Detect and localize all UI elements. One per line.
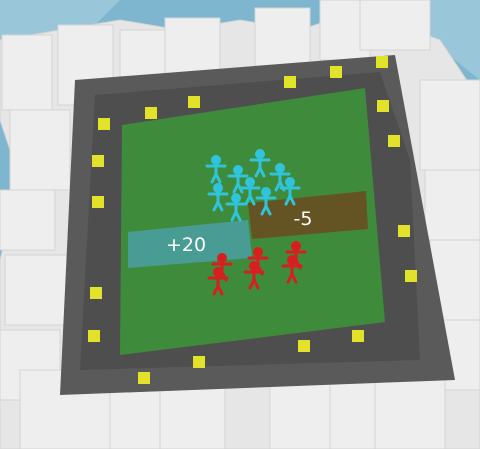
yellow-marker bbox=[188, 96, 200, 108]
stickman-icon bbox=[279, 177, 301, 206]
stickman-icon bbox=[281, 255, 303, 284]
yellow-marker bbox=[193, 356, 205, 368]
yellow-marker bbox=[138, 372, 150, 384]
building bbox=[0, 189, 56, 251]
gate-negative[interactable]: -5 bbox=[248, 191, 368, 239]
stickman-icon bbox=[207, 183, 229, 212]
stickman-icon bbox=[285, 241, 307, 270]
stickman-icon bbox=[225, 193, 247, 222]
yellow-marker bbox=[92, 155, 104, 167]
yellow-marker bbox=[352, 330, 364, 342]
building bbox=[4, 254, 71, 326]
building bbox=[9, 109, 71, 191]
building bbox=[329, 374, 381, 449]
stickman-icon bbox=[255, 187, 277, 216]
yellow-marker bbox=[145, 107, 157, 119]
enemy-crowd bbox=[207, 241, 307, 296]
yellow-marker bbox=[88, 330, 100, 342]
building bbox=[424, 169, 480, 241]
yellow-marker bbox=[405, 270, 417, 282]
player-crowd bbox=[205, 149, 301, 222]
yellow-marker bbox=[284, 76, 296, 88]
stickman-icon bbox=[249, 149, 271, 178]
building bbox=[1, 34, 53, 111]
yellow-marker bbox=[398, 225, 410, 237]
yellow-marker bbox=[376, 56, 388, 68]
yellow-marker bbox=[92, 196, 104, 208]
yellow-marker bbox=[90, 287, 102, 299]
gate-positive-label: +20 bbox=[166, 234, 206, 256]
yellow-marker bbox=[388, 135, 400, 147]
building bbox=[419, 79, 480, 171]
building bbox=[254, 7, 311, 69]
building bbox=[359, 0, 431, 51]
yellow-marker bbox=[298, 340, 310, 352]
stickman-icon bbox=[207, 267, 229, 296]
yellow-marker bbox=[377, 100, 389, 112]
stickman-icon bbox=[243, 261, 265, 290]
stickman-icon bbox=[205, 155, 227, 184]
stickman-icon bbox=[227, 165, 249, 194]
yellow-marker bbox=[98, 118, 110, 130]
stickman-icon bbox=[239, 177, 261, 206]
gate-negative-label: -5 bbox=[294, 208, 313, 230]
yellow-marker bbox=[330, 66, 342, 78]
lane-markers bbox=[88, 56, 417, 384]
stickman-icon bbox=[269, 163, 291, 192]
